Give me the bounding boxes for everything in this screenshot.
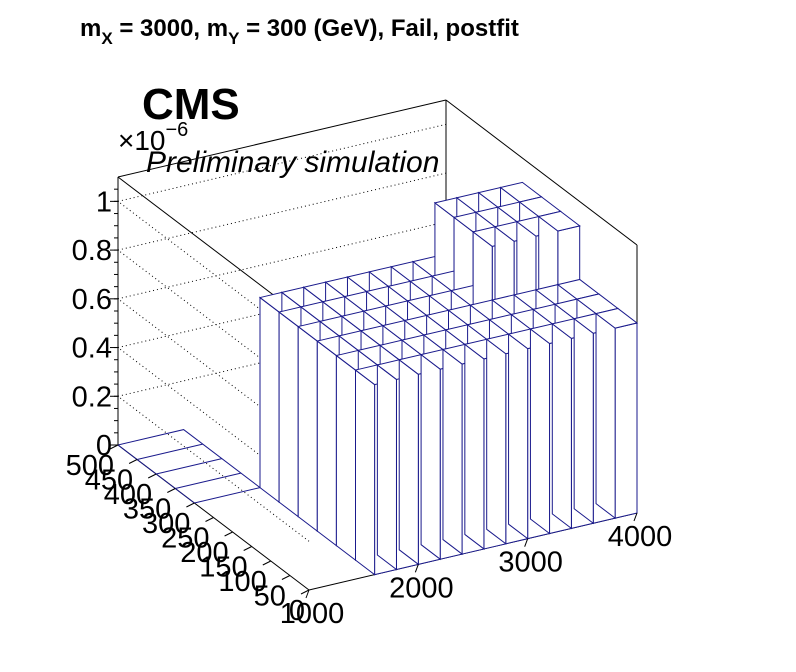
preliminary-label: Preliminary simulation — [146, 146, 439, 179]
bar-side-24 — [297, 325, 318, 533]
y-tick-label-6: 300 — [142, 508, 190, 540]
bar-side-61 — [376, 363, 397, 571]
x-tick-label-2: 3000 — [498, 547, 563, 579]
y-tick-label-4: 200 — [180, 537, 228, 569]
floor-tile-line-450 — [136, 443, 203, 460]
frame-right-top — [445, 99, 638, 246]
bar-side-71 — [595, 312, 616, 520]
y-tick-10 — [109, 444, 119, 450]
y-tick-4 — [224, 531, 233, 537]
y-tick-label-2: 100 — [218, 566, 266, 598]
grid-back-wall-5 — [117, 123, 447, 202]
bar-side-63 — [420, 353, 441, 561]
bar-side-60 — [355, 369, 376, 576]
y-tick-5 — [205, 517, 214, 522]
z-tick-label-4: 0.8 — [72, 235, 112, 267]
y-tick-label-3: 150 — [199, 552, 247, 584]
bar-side-67 — [508, 333, 529, 540]
x-tick-label-0: 1000 — [280, 598, 345, 630]
y-tick-label-7: 350 — [123, 494, 171, 526]
grid-back-wall-3 — [117, 221, 447, 300]
y-tick-9 — [128, 459, 138, 464]
y-tick-label-0: 0 — [289, 595, 305, 627]
y-tick-label-10: 500 — [66, 450, 114, 482]
z-tick-label-3: 0.6 — [72, 284, 112, 316]
y-tick-label-9: 450 — [85, 465, 133, 497]
y-tick-0 — [300, 589, 310, 595]
floor-tile-line-350 — [175, 472, 242, 489]
floor-tile-line-400 — [156, 458, 222, 475]
floor-tile-0 — [116, 429, 262, 504]
y-tick-2 — [262, 560, 272, 566]
cms-label: CMS — [142, 80, 240, 129]
y-tick-label-1: 50 — [254, 581, 286, 613]
z-tick-label-0: 0 — [96, 430, 112, 462]
bar-top-71 — [594, 307, 639, 329]
bar-side-70 — [573, 317, 594, 525]
x-tick-label-1: 2000 — [389, 572, 454, 604]
y-tick-6 — [186, 502, 195, 508]
y-tick-1 — [281, 575, 291, 580]
x-tick-0 — [305, 589, 310, 599]
bar-top-35 — [537, 210, 581, 232]
bar-side-62 — [398, 358, 419, 566]
bar-side-36 — [316, 340, 337, 547]
bar-side-69 — [551, 322, 572, 530]
x-tick-1 — [414, 564, 419, 573]
axis-tick-labels: 00.20.40.60.8110002000300040000501001502… — [66, 186, 673, 630]
z-tick-label-2: 0.4 — [72, 333, 112, 365]
bar-front-71 — [614, 322, 638, 519]
bar-side-68 — [529, 327, 551, 535]
grid-back-wall-4 — [117, 172, 447, 251]
y-tick-label-8: 400 — [104, 479, 152, 511]
y-tick-7 — [167, 488, 176, 493]
bar-side-65 — [464, 343, 485, 550]
z-tick-label-1: 0.2 — [72, 381, 112, 413]
y-tick-label-5: 250 — [161, 523, 209, 555]
x-tick-2 — [524, 538, 529, 547]
frame-back-top — [117, 99, 447, 178]
z-exponent-label: ×10−6 — [118, 119, 188, 156]
x-tick-3 — [633, 512, 638, 522]
y-tick-8 — [147, 473, 157, 479]
bar-side-0 — [259, 296, 280, 504]
bar-side-66 — [486, 338, 507, 545]
x-tick-label-3: 4000 — [608, 521, 673, 553]
lego-bars — [116, 181, 639, 576]
z-tick-label-5: 1 — [96, 186, 112, 218]
y-tick-3 — [243, 546, 252, 551]
axis-ticks — [109, 177, 638, 599]
bar-side-12 — [278, 311, 299, 518]
chart-title: mX = 3000, mY = 300 (GeV), Fail, postfit — [80, 15, 519, 48]
bar-side-64 — [442, 348, 463, 556]
bar-side-48 — [335, 354, 356, 562]
